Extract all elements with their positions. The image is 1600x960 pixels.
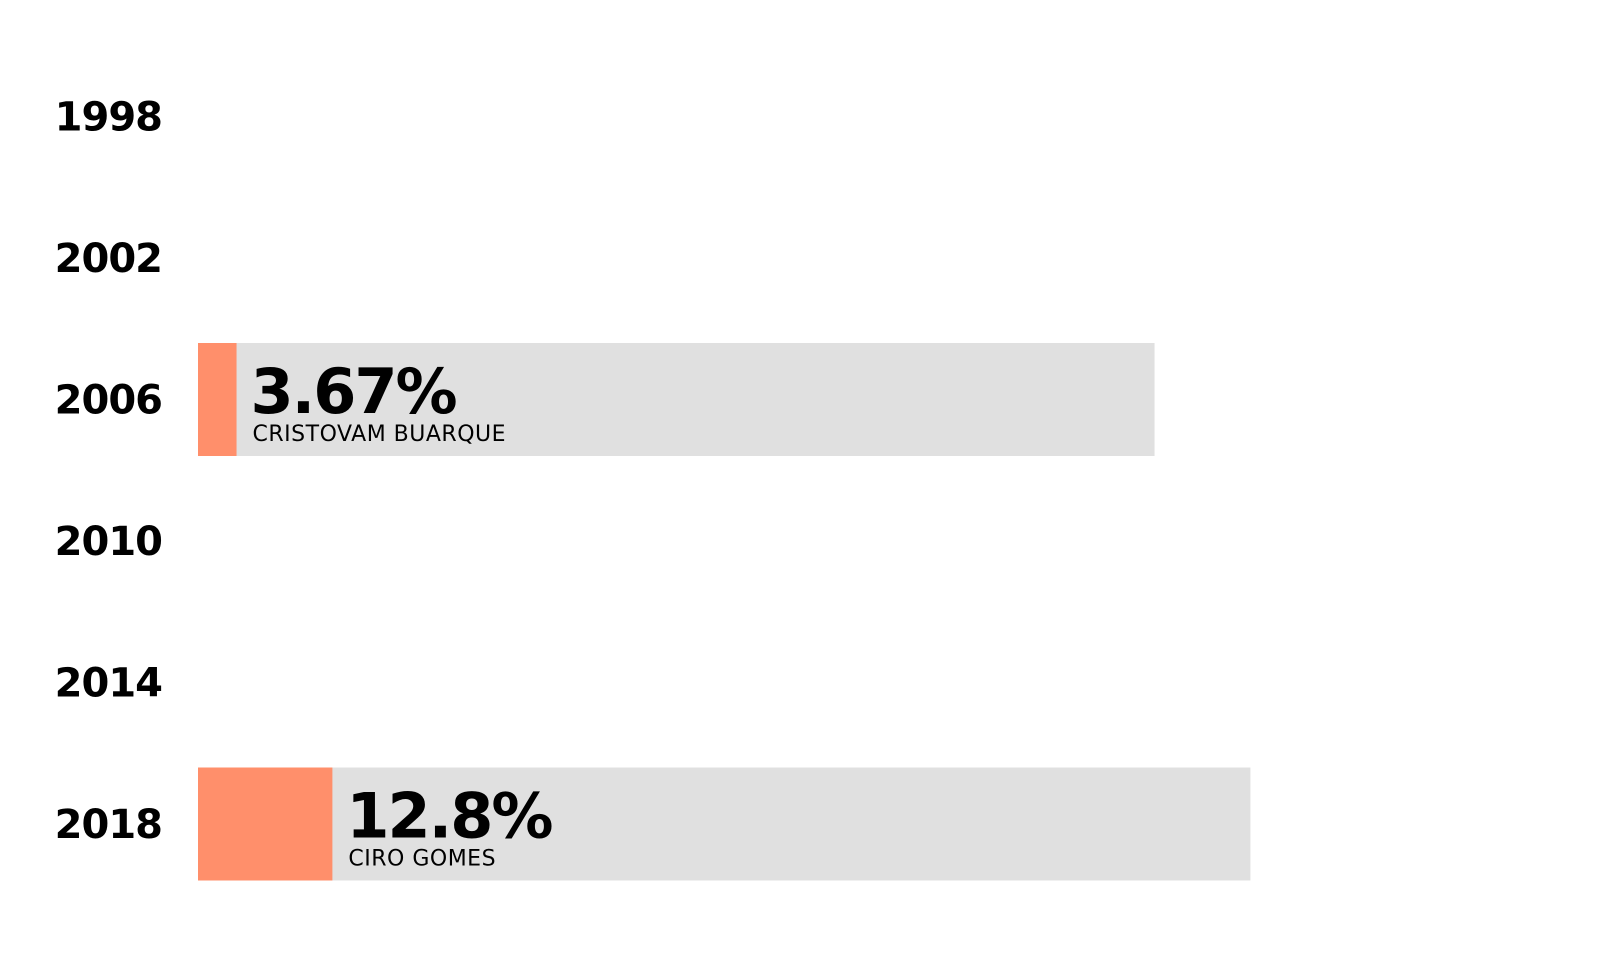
candidate-label-2006: CRISTOVAM BUARQUE <box>253 422 507 447</box>
year-label-2014: 2014 <box>55 661 162 707</box>
bar-panel-2018 <box>198 767 1251 881</box>
bar-2018 <box>198 767 333 881</box>
year-label-2010: 2010 <box>55 519 162 565</box>
year-label-2018: 2018 <box>55 802 162 848</box>
bar-panel-2006 <box>198 343 1155 456</box>
bar-row-2006: 3.67%CRISTOVAM BUARQUE <box>198 343 1155 456</box>
bar-2006 <box>198 343 237 456</box>
candidate-label-2018: CIRO GOMES <box>348 847 496 872</box>
value-label-2006: 3.67% <box>251 355 457 428</box>
bar-row-2018: 12.8%CIRO GOMES <box>198 767 1251 881</box>
year-label-2002: 2002 <box>55 236 162 282</box>
year-label-1998: 1998 <box>55 95 162 141</box>
year-label-2006: 2006 <box>55 378 162 424</box>
bar-rows: 3.67%CRISTOVAM BUARQUE 12.8%CIRO GOMES <box>198 343 1251 881</box>
year-axis-labels: 1998 2002 2006 2010 2014 2018 <box>55 95 163 849</box>
value-label-2018: 12.8% <box>346 780 552 853</box>
